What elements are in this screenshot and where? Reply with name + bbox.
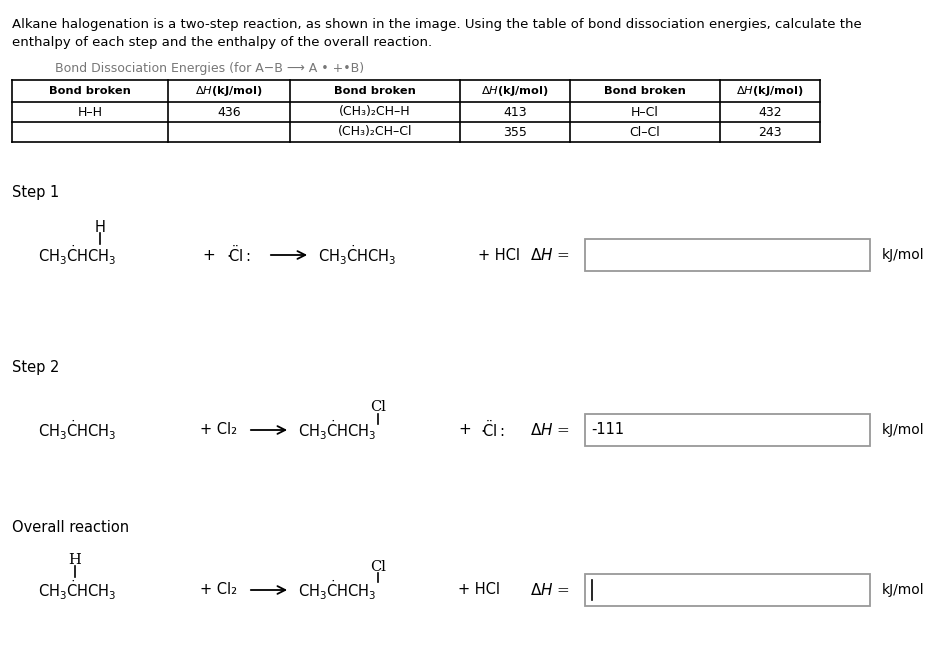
- Text: +: +: [202, 247, 214, 263]
- Text: 432: 432: [758, 106, 782, 118]
- Text: enthalpy of each step and the enthalpy of the overall reaction.: enthalpy of each step and the enthalpy o…: [12, 36, 432, 49]
- Text: Cl: Cl: [370, 400, 386, 414]
- Bar: [585, 239, 870, 271]
- Text: + HCl: + HCl: [458, 583, 500, 597]
- Text: $\Delta H$ =: $\Delta H$ =: [530, 422, 569, 438]
- Text: + Cl₂: + Cl₂: [200, 422, 237, 438]
- Text: Bond broken: Bond broken: [49, 86, 131, 96]
- Text: Cl–Cl: Cl–Cl: [629, 126, 661, 138]
- Text: -111: -111: [591, 422, 624, 438]
- Text: H: H: [95, 220, 105, 235]
- Text: $\mathrm{CH_3\dot{C}HCH_3}$: $\mathrm{CH_3\dot{C}HCH_3}$: [298, 418, 377, 442]
- Text: Step 1: Step 1: [12, 185, 59, 200]
- Text: Bond Dissociation Energies (for A−B ⟶ A • +•B): Bond Dissociation Energies (for A−B ⟶ A …: [55, 62, 364, 75]
- Text: $\Delta\mathit{H}$(kJ/mol): $\Delta\mathit{H}$(kJ/mol): [195, 84, 263, 98]
- Text: 436: 436: [217, 106, 241, 118]
- Text: + Cl₂: + Cl₂: [200, 583, 237, 597]
- Text: 413: 413: [503, 106, 527, 118]
- Text: Bond broken: Bond broken: [334, 86, 416, 96]
- Text: 243: 243: [758, 126, 782, 138]
- Text: H–H: H–H: [78, 106, 102, 118]
- Text: H: H: [68, 553, 82, 567]
- Text: kJ/mol: kJ/mol: [882, 423, 924, 437]
- Bar: [585, 574, 870, 606]
- Text: (CH₃)₂CH–Cl: (CH₃)₂CH–Cl: [338, 126, 412, 138]
- Text: $\Delta\mathit{H}$(kJ/mol): $\Delta\mathit{H}$(kJ/mol): [481, 84, 549, 98]
- Bar: [585, 414, 870, 446]
- Text: $\mathrm{CH_3\dot{C}HCH_3}$: $\mathrm{CH_3\dot{C}HCH_3}$: [38, 579, 117, 602]
- Text: +: +: [458, 422, 471, 438]
- Text: $\Delta H$ =: $\Delta H$ =: [530, 247, 569, 263]
- Text: $\mathrm{CH_3\dot{C}HCH_3}$: $\mathrm{CH_3\dot{C}HCH_3}$: [38, 243, 117, 267]
- Text: kJ/mol: kJ/mol: [882, 583, 924, 597]
- Text: (CH₃)₂CH–H: (CH₃)₂CH–H: [339, 106, 411, 118]
- Text: $\Delta H$ =: $\Delta H$ =: [530, 582, 569, 598]
- Text: $\Delta\mathit{H}$(kJ/mol): $\Delta\mathit{H}$(kJ/mol): [736, 84, 804, 98]
- Text: Cl: Cl: [370, 560, 386, 574]
- Text: $\mathrm{CH_3\dot{C}HCH_3}$: $\mathrm{CH_3\dot{C}HCH_3}$: [318, 243, 397, 267]
- Text: H–Cl: H–Cl: [631, 106, 659, 118]
- Text: $\mathrm{CH_3\dot{C}HCH_3}$: $\mathrm{CH_3\dot{C}HCH_3}$: [298, 579, 377, 602]
- Text: kJ/mol: kJ/mol: [882, 248, 924, 262]
- Text: $\mathrm{CH_3\dot{C}HCH_3}$: $\mathrm{CH_3\dot{C}HCH_3}$: [38, 418, 117, 442]
- Text: 355: 355: [503, 126, 527, 138]
- Text: Step 2: Step 2: [12, 360, 60, 375]
- Text: Bond broken: Bond broken: [605, 86, 686, 96]
- Text: Overall reaction: Overall reaction: [12, 520, 129, 535]
- Text: + HCl: + HCl: [478, 247, 520, 263]
- Text: $\mathrm{\cdot\!\ddot{C}l{:}}$: $\mathrm{\cdot\!\ddot{C}l{:}}$: [226, 245, 251, 265]
- Text: $\mathrm{\cdot\!\ddot{C}l{:}}$: $\mathrm{\cdot\!\ddot{C}l{:}}$: [480, 420, 505, 440]
- Text: Alkane halogenation is a two-step reaction, as shown in the image. Using the tab: Alkane halogenation is a two-step reacti…: [12, 18, 862, 31]
